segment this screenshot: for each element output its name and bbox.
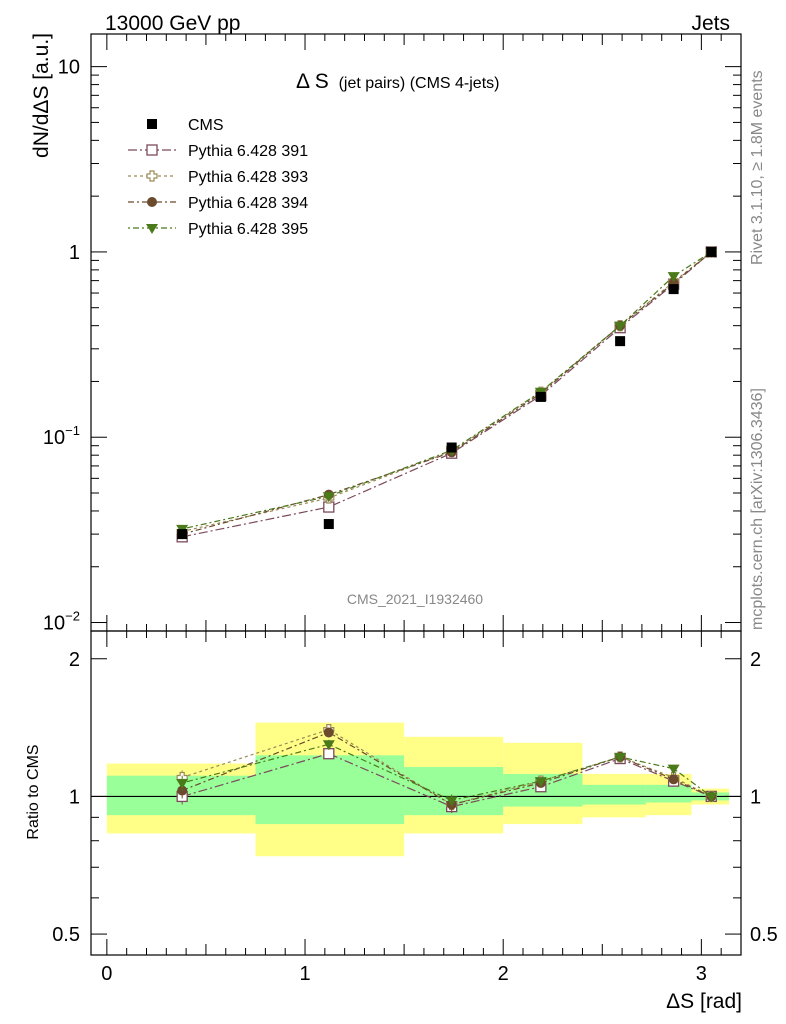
header-right: Jets — [691, 12, 730, 35]
ratio-y-tick-label-right: 1 — [750, 786, 761, 808]
series-p394 — [177, 246, 717, 540]
main-y-tick-label: 10−1 — [43, 423, 80, 449]
legend-marker-p395 — [146, 224, 158, 234]
main-y-axis-label: dN/dΔS [a.u.] — [30, 33, 53, 158]
main-y-tick-label: 1 — [69, 242, 80, 264]
ratio-point-p395 — [534, 777, 547, 788]
ratio-point-p395 — [705, 792, 718, 803]
legend-label-p394: Pythia 6.428 394 — [188, 195, 308, 212]
ratio-y-axis-label: Ratio to CMS — [25, 744, 42, 839]
series-line-p393 — [182, 251, 712, 533]
header-left: 13000 GeV pp — [105, 12, 240, 35]
data-point-cms — [615, 336, 626, 347]
data-point-p395 — [614, 321, 627, 332]
data-point-cms — [668, 284, 679, 295]
ratio-point-p394 — [323, 727, 334, 738]
ratio-y-tick-label-left: 0.5 — [52, 924, 80, 946]
ratio-series-p395 — [176, 739, 718, 807]
ratio-y-tick-label-right: 2 — [750, 649, 761, 671]
data-point-p395 — [667, 272, 680, 283]
ratio-band-inner — [645, 784, 692, 803]
ratio-point-p395 — [614, 752, 627, 763]
series-cms — [177, 246, 717, 540]
main-y-axis-ticks: 10−2 10−1 1 10 — [43, 34, 741, 635]
ratio-y-tick-label-right: 0.5 — [750, 924, 778, 946]
x-tick-label: 3 — [696, 963, 707, 985]
main-series-layer — [176, 246, 718, 543]
analysis-id-text: CMS_2021_I1932460 — [347, 591, 483, 607]
series-line-p394 — [182, 251, 712, 535]
ratio-point-p395 — [322, 740, 335, 751]
ratio-point-p395 — [667, 764, 680, 775]
ratio-y-tick-label-left: 1 — [69, 786, 80, 808]
data-point-cms — [535, 391, 546, 402]
data-point-cms — [706, 246, 717, 257]
legend-marker-p391 — [146, 144, 158, 156]
rivet-version-text: Rivet 3.1.10, ≥ 1.8M events — [749, 70, 766, 265]
data-point-p395 — [322, 492, 335, 503]
series-p395 — [176, 247, 718, 535]
legend-marker-cms — [147, 119, 157, 129]
data-point-cms — [323, 519, 334, 530]
legend-label-p391: Pythia 6.428 391 — [188, 143, 308, 160]
legend-label-p395: Pythia 6.428 395 — [188, 221, 308, 238]
series-p393 — [176, 246, 717, 538]
x-axis-label: ΔS [rad] — [666, 990, 742, 1013]
x-tick-label: 2 — [498, 963, 509, 985]
legend-marker-p393 — [146, 170, 158, 182]
legend-marker-p394 — [147, 197, 157, 207]
ratio-point-p394 — [668, 774, 679, 785]
series-p391 — [176, 246, 717, 543]
x-tick-label: 0 — [101, 963, 112, 985]
legend-label-p393: Pythia 6.428 393 — [188, 169, 308, 186]
x-tick-label: 1 — [299, 963, 310, 985]
ratio-uncertainty-bands — [91, 722, 741, 857]
ratio-axis-ticks: 0.5 0.5 1 1 2 2 0 1 2 3 — [52, 631, 778, 985]
ratio-point-p395 — [176, 778, 189, 789]
ratio-band-inner — [582, 784, 646, 805]
data-point-cms — [446, 442, 457, 453]
main-y-tick-label: 10 — [58, 57, 80, 79]
main-y-tick-label: 10−2 — [43, 609, 80, 635]
ratio-point-p395 — [445, 796, 458, 807]
mcplots-url-text: mcplots.cern.ch [arXiv:1306.3436] — [749, 388, 766, 630]
legend: CMS Pythia 6.428 391 Pythia 6.428 393 Pythi… — [128, 117, 308, 238]
series-line-p395 — [182, 251, 712, 530]
ratio-y-tick-label-left: 2 — [69, 649, 80, 671]
ratio-series-layer — [176, 723, 718, 813]
series-line-p391 — [182, 251, 712, 538]
data-point-cms — [177, 529, 188, 540]
ratio-panel-frame — [90, 630, 742, 956]
ratio-band-inner — [255, 755, 405, 825]
legend-label-cms: CMS — [188, 117, 224, 134]
chart-title-main: Δ S (jet pairs) (CMS 4-jets) — [296, 70, 499, 93]
